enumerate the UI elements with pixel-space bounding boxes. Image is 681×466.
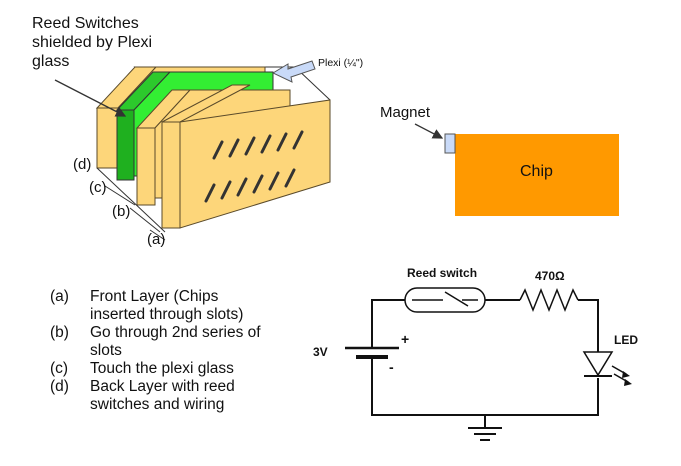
resistor-label: 470Ω <box>535 269 565 283</box>
magnet-box <box>444 133 456 154</box>
legend-text: Back Layer with reed switches and wiring <box>90 378 235 413</box>
resistor-icon <box>519 287 579 313</box>
layer-label-c: (c) <box>89 179 107 196</box>
battery-plus-sign: + <box>401 331 410 347</box>
layer-d-side <box>96 107 119 169</box>
layer-a-front <box>179 99 331 229</box>
magnet-arrow <box>414 123 444 139</box>
leader-b <box>129 207 161 233</box>
circuit <box>345 287 629 441</box>
led-ray-arrow-1 <box>622 371 630 378</box>
legend-item: (d) Back Layer with reed switches and wi… <box>50 378 261 414</box>
legend-item: (a) Front Layer (Chips inserted through … <box>50 288 261 324</box>
slot <box>276 132 288 152</box>
reed-switch-label: Reed switch <box>407 266 478 280</box>
layer-a <box>161 84 331 229</box>
legend-item: (b) Go through 2nd series of slots <box>50 324 261 360</box>
layer-b-side <box>136 127 156 206</box>
slot-row-1 <box>212 130 304 160</box>
legend-key: (c) <box>50 360 69 377</box>
slot <box>220 180 232 200</box>
title-label: Reed Switches shielded by Plexi glass <box>32 15 153 70</box>
battery-minus-sign: - <box>389 359 394 375</box>
wire-bottom <box>371 378 599 416</box>
layer-label-b: (b) <box>112 203 131 220</box>
legend-text: Go through 2nd series of slots <box>90 324 261 359</box>
legend-text: Touch the plexi glass <box>90 360 234 377</box>
title-arrow <box>54 79 127 117</box>
layer-a-side <box>161 121 181 229</box>
slot <box>236 177 248 197</box>
slot <box>292 130 304 150</box>
wire-top-left <box>371 299 405 340</box>
layer-leader-lines <box>96 167 166 241</box>
reed-contact-blade <box>444 291 469 307</box>
wire-resistor-led <box>578 299 599 352</box>
slot <box>244 136 256 156</box>
slot <box>268 171 280 191</box>
slot <box>260 134 272 154</box>
slot <box>228 138 240 158</box>
legend-item: (c) Touch the plexi glass <box>50 360 261 378</box>
leader-a <box>149 229 166 241</box>
led-ray-arrow-2 <box>624 379 632 386</box>
layer-stack <box>95 66 331 241</box>
chip-box <box>455 134 619 216</box>
legend-key: (d) <box>50 378 69 395</box>
leader-d <box>96 167 166 233</box>
plexi-label: Plexi (¼") <box>318 57 364 69</box>
leader-c <box>104 185 136 206</box>
slot <box>204 183 216 203</box>
slot <box>252 174 264 194</box>
led-label: LED <box>614 333 638 347</box>
legend-list: (a) Front Layer (Chips inserted through … <box>50 288 261 414</box>
plexi-side <box>116 109 135 181</box>
legend-text: Front Layer (Chips inserted through slot… <box>90 288 244 323</box>
layer-label-d: (d) <box>73 156 92 173</box>
slot-row-2 <box>204 168 296 203</box>
led-icon <box>582 351 614 377</box>
legend-key: (a) <box>50 288 69 305</box>
slot <box>284 168 296 188</box>
reed-switch-icon <box>404 287 486 313</box>
battery-label: 3V <box>313 345 328 359</box>
plexi-arrow-icon <box>271 60 316 83</box>
legend-key: (b) <box>50 324 69 341</box>
chip-label: Chip <box>520 163 553 180</box>
layer-label-a: (a) <box>147 231 166 248</box>
magnet-label: Magnet <box>380 104 431 121</box>
slot <box>212 140 224 160</box>
